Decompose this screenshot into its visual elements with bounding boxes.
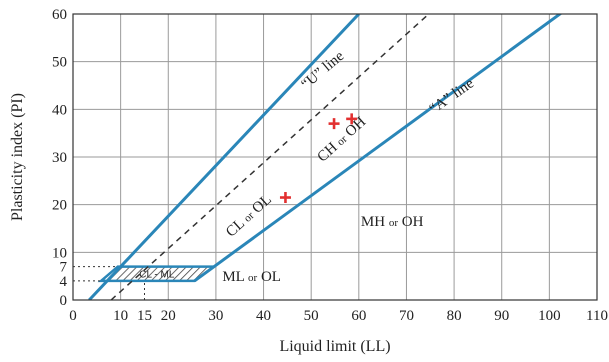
sample-marker-2 <box>346 113 358 125</box>
line-label: “A” line <box>427 75 478 117</box>
x-tick-label: 90 <box>494 308 509 324</box>
sample-marker-0 <box>279 192 291 204</box>
zone-label-or: or <box>248 272 257 284</box>
x-tick-label: 80 <box>447 308 462 324</box>
y-tick-label: 0 <box>60 293 68 309</box>
x-tick-label: 100 <box>538 308 561 324</box>
x-axis-title: Liquid limit (LL) <box>279 338 390 355</box>
y-tick-label: 30 <box>52 150 67 166</box>
x-tick-label: 70 <box>399 308 414 324</box>
plot-area <box>73 14 563 300</box>
x-tick-label: 50 <box>304 308 319 324</box>
zone-label-main: MH <box>361 214 389 230</box>
axis-ticks: 0 10 15 20 30 40 50 60 70 80 90 100 1100471020304050… <box>52 7 608 324</box>
sample-markers <box>279 113 358 204</box>
a-line <box>193 14 563 283</box>
plot-frame <box>72 13 598 301</box>
zone-label: MH or OH <box>361 214 424 230</box>
x-tick-label: 20 <box>161 308 176 324</box>
y-tick-label: 20 <box>52 198 67 214</box>
zone-label-or: or <box>389 217 399 229</box>
zone-label: CL or OL <box>223 192 275 241</box>
y-tick-label: 7 <box>60 260 68 276</box>
x-tick-label: 60 <box>351 308 366 324</box>
y-tick-label: 4 <box>60 274 68 290</box>
y-tick-label: 50 <box>52 55 67 71</box>
zone-label: ML or OL <box>222 269 281 285</box>
zone-label-rest: OH <box>398 214 424 230</box>
x-tick-label: 10 <box>113 308 128 324</box>
left-boundary-line <box>88 14 360 300</box>
y-tick-label: 40 <box>52 102 67 118</box>
cl-ml-zone-label: CL - ML <box>139 269 175 280</box>
y-axis-title: Plasticity index (PI) <box>9 93 26 221</box>
x-tick-label: 30 <box>208 308 223 324</box>
zone-label-rest: OL <box>257 269 281 285</box>
sample-marker-1 <box>328 118 340 130</box>
y-tick-label: 60 <box>52 7 67 23</box>
x-tick-label: 0 <box>69 308 77 324</box>
x-tick-label: 15 <box>137 308 152 324</box>
plot-frame-border <box>72 13 598 301</box>
x-tick-label: 40 <box>256 308 271 324</box>
y-tick-label: 10 <box>52 245 67 261</box>
x-tick-label: 110 <box>586 308 608 324</box>
u-line <box>110 14 430 300</box>
zone-label-main: ML <box>222 269 248 285</box>
